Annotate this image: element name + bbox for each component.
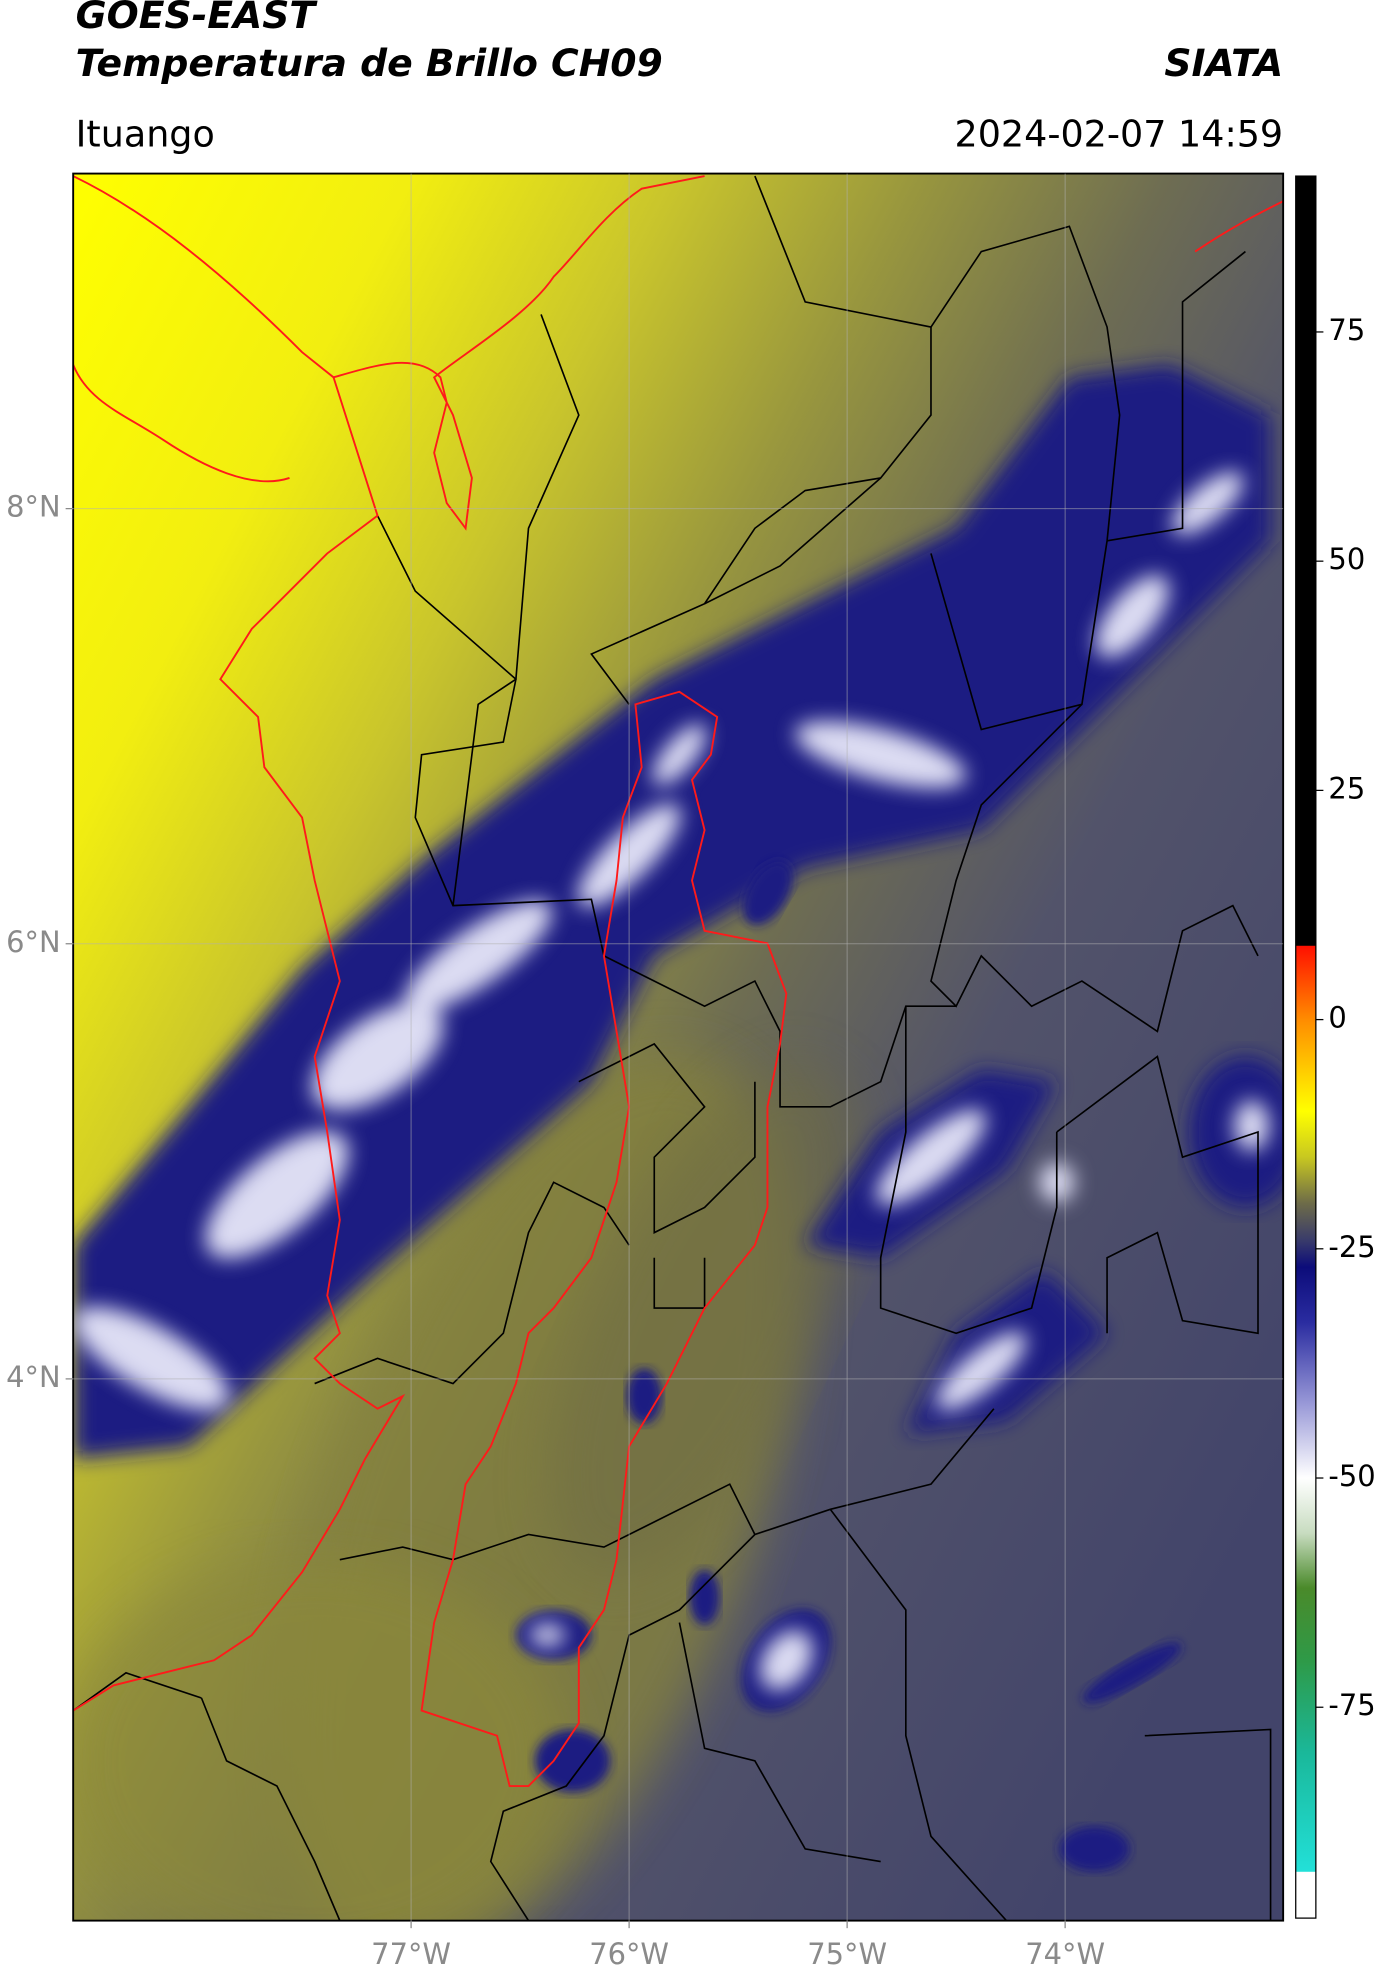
location: Ituango [76, 112, 215, 155]
x-tick-label: 77°W [371, 1937, 451, 1971]
map-frame [72, 172, 1285, 1922]
source: SIATA [1164, 41, 1283, 85]
x-tick-label: 75°W [807, 1937, 887, 1971]
x-tick-label: 74°W [1025, 1937, 1105, 1971]
colorbar-tick-label: 25 [1328, 771, 1365, 805]
colorbar-tick-label: -50 [1328, 1459, 1375, 1493]
colorbar-tick-label: 50 [1328, 542, 1365, 576]
map-image [73, 173, 1284, 1921]
y-tick-label: 8°N [6, 490, 60, 524]
x-tick-label: 76°W [589, 1937, 669, 1971]
colorbar-tick-label: 75 [1328, 313, 1365, 347]
title: GOES-EAST [76, 0, 319, 37]
colorbar-ticks: -75 -50 -25 0 25 50 75 [1315, 313, 1376, 1722]
datetime: 2024-02-07 14:59 [955, 112, 1284, 155]
colorbar-tick-label: -75 [1328, 1688, 1375, 1722]
graticule: 77°W 76°W 75°W 74°W 4°N 6°N 8°N [6, 173, 1284, 1971]
colorbar-tick-label: -25 [1328, 1230, 1375, 1264]
colorbar [1295, 175, 1317, 1919]
subtitle: Temperatura de Brillo CH09 [76, 41, 663, 85]
colorbar-tick-label: 0 [1328, 1001, 1346, 1035]
y-tick-label: 4°N [6, 1360, 60, 1394]
y-tick-label: 6°N [6, 925, 60, 959]
